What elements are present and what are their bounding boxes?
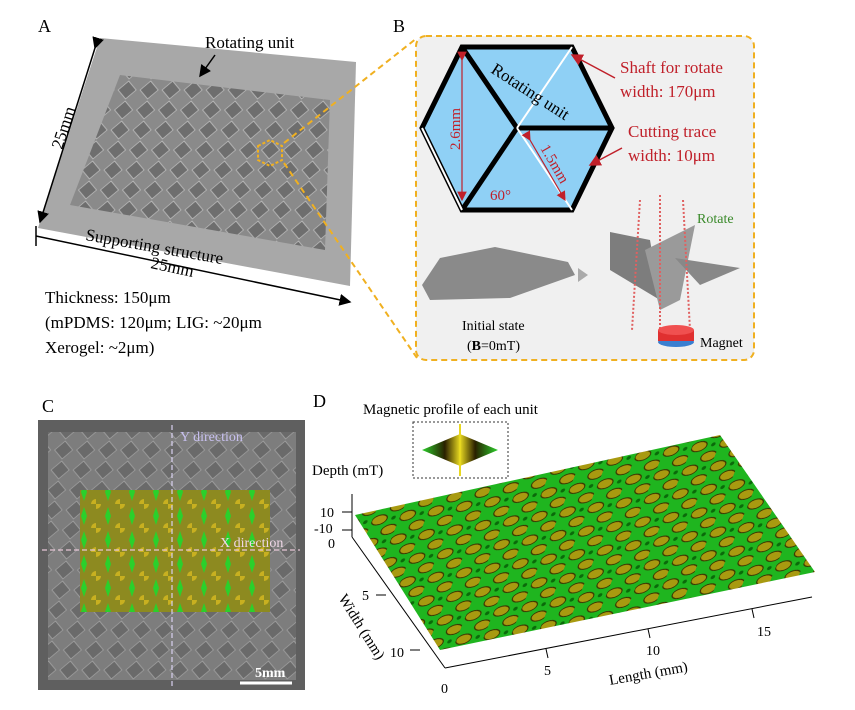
panel-d-label: D <box>313 391 326 411</box>
shaft-line-2: width: 170μm <box>620 82 716 101</box>
magnetic-surface <box>355 435 815 650</box>
thickness-line-2: (mPDMS: 120μm; LIG: ~20μm <box>45 313 262 332</box>
transition-arrow-icon <box>578 268 588 282</box>
rotate-label: Rotate <box>697 212 734 227</box>
length-tick-5: 5 <box>544 664 551 679</box>
z-axis-label: Depth (mT) <box>312 463 383 479</box>
vertical-dimension-arrow <box>37 36 104 224</box>
magnet-label: Magnet <box>700 336 743 351</box>
cutting-arrow <box>588 147 623 166</box>
panel-b-label: B <box>393 16 405 36</box>
width-axis <box>351 536 446 669</box>
length-tick-0: 0 <box>441 682 448 697</box>
thickness-line-3: Xerogel: ~2μm) <box>45 338 154 357</box>
panel-a-label: A <box>38 16 51 36</box>
initial-field-label: (B=0mT) <box>467 339 520 354</box>
length-axis <box>444 596 813 669</box>
x-direction-label: X direction <box>220 536 283 551</box>
rotating-unit-label: Rotating unit <box>205 33 295 52</box>
height-dimension-label: 2.6mm <box>448 108 464 150</box>
y-direction-label: Y direction <box>180 430 243 445</box>
width-tick-10: 10 <box>390 646 404 661</box>
cutting-line-1: Cutting trace <box>628 122 716 141</box>
horizontal-dimension-arrow <box>35 235 352 306</box>
panel-c: C Y direction X direction 5mm <box>38 396 305 690</box>
width-tick-5: 5 <box>362 589 369 604</box>
panel-d: D Magnetic profile of each unit Depth (m… <box>312 391 815 697</box>
angle-label: 60° <box>490 188 511 204</box>
z-tick-0: 0 <box>328 537 335 552</box>
initial-state-image <box>422 247 575 300</box>
magnetic-field-overlay <box>80 490 270 612</box>
cutting-line-2: width: 10μm <box>628 146 715 165</box>
profile-inset-box <box>412 421 509 479</box>
rotating-unit-arrow <box>199 54 216 78</box>
kirigami-pattern <box>70 75 330 250</box>
shaft-arrow <box>570 54 616 79</box>
z-tick-10: 10 <box>320 506 334 521</box>
zoom-line-top <box>283 37 418 144</box>
rotated-state-image <box>610 195 740 331</box>
length-tick-10: 10 <box>646 644 660 659</box>
shaft-line-1: Shaft for rotate <box>620 58 723 77</box>
thickness-line-1: Thickness: 150μm <box>45 288 171 307</box>
highlight-unit <box>257 138 283 168</box>
panel-b: B Rotating unit 2.6mm 1.5mm 60° Shaft fo… <box>393 16 755 361</box>
profile-title: Magnetic profile of each unit <box>363 402 539 418</box>
scale-bar-label: 5mm <box>255 666 286 681</box>
z-tick-minus10: -10 <box>314 522 333 537</box>
panel-c-label: C <box>42 396 54 416</box>
panel-a: A Rotating unit 25mm 25mm Supporting str… <box>35 16 418 359</box>
edge-dimension <box>521 130 566 202</box>
width-axis-label: Width (mm) <box>335 592 388 663</box>
length-axis-label: Length (mm) <box>608 659 689 689</box>
length-tick-15: 15 <box>757 625 771 640</box>
magnet-icon <box>658 325 694 347</box>
initial-state-label: Initial state <box>462 319 525 334</box>
